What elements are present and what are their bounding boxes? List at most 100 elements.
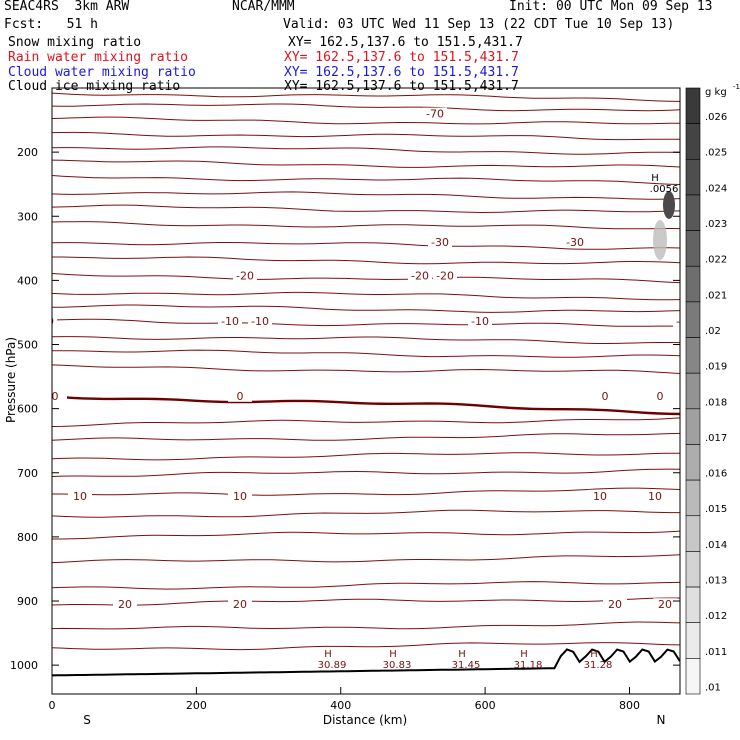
cloud-ice-high-symbol: H <box>651 173 659 184</box>
isotherm-label: -20 <box>436 269 454 282</box>
y-tick-label: 700 <box>17 467 38 480</box>
plot-frame <box>51 87 681 695</box>
isotherm-line <box>52 256 680 265</box>
header-center: NCAR/MMM <box>232 0 295 14</box>
isotherm-label: 10 <box>233 490 247 503</box>
isotherm-label: 10 <box>73 490 87 503</box>
colorbar-tick-label: .018 <box>705 397 727 408</box>
surface-high-symbol: H <box>520 649 528 660</box>
colorbar-swatch <box>685 408 701 445</box>
colorbar-tick-label: .019 <box>705 362 727 373</box>
isotherm-label: 10 <box>648 490 662 503</box>
colorbar-tick-label: .015 <box>705 504 727 515</box>
y-tick-label: 400 <box>17 274 38 287</box>
header-init: Init: 00 UTC Mon 09 Sep 13 <box>509 0 713 14</box>
colorbar-swatch <box>685 658 701 695</box>
field-name-rain: Rain water mixing ratio <box>8 50 189 65</box>
colorbar-swatch <box>685 444 701 481</box>
freezing-line <box>52 395 680 416</box>
isotherm-label: -70 <box>426 108 444 121</box>
colorbar-tick-label: .01 <box>705 682 721 693</box>
field-xy-cloudice: XY= 162.5,137.6 to 151.5,431.7 <box>284 79 519 94</box>
isotherm-line <box>52 468 680 477</box>
isotherm-line <box>52 530 680 540</box>
surface-high-value: 30.83 <box>383 660 412 671</box>
y-tick-label: 800 <box>17 531 38 544</box>
surface-high-symbol: H <box>590 649 598 660</box>
isotherm-line <box>52 581 680 590</box>
field-name-cloudice: Cloud ice mixing ratio <box>8 79 181 94</box>
isotherm-line <box>52 204 680 214</box>
colorbar-tick-label: .016 <box>705 469 727 480</box>
y-tick-label: 300 <box>17 210 38 223</box>
x-end-label-south: S <box>83 713 91 727</box>
colorbar-swatch <box>685 515 701 552</box>
terrain-surface <box>52 648 680 677</box>
isotherm-label: 20 <box>118 598 132 611</box>
x-end-label-north: N <box>657 713 666 727</box>
colorbar-tick-label: .023 <box>705 219 727 230</box>
colorbar-tick-label: .012 <box>705 611 727 622</box>
isotherm-line <box>52 487 680 496</box>
colorbar-tick-label: .017 <box>705 433 727 444</box>
isotherm-line <box>52 221 680 230</box>
colorbar-tick-label: .024 <box>705 183 727 194</box>
isotherm-label: 20 <box>608 598 622 611</box>
isotherm-label: -20 <box>236 269 254 282</box>
isotherm-line <box>52 621 680 630</box>
isotherm-label: -10 <box>471 315 489 328</box>
field-name-cloudwater: Cloud water mixing ratio <box>8 65 196 80</box>
surface-high-symbol: H <box>324 649 332 660</box>
surface-high-value: 30.89 <box>318 660 347 671</box>
cloud-ice-shade <box>653 220 667 260</box>
x-tick-label: 800 <box>619 699 640 712</box>
header-fcst: Fcst: 51 h <box>4 17 98 32</box>
header-project: SEAC4RS 3km ARW <box>4 0 130 14</box>
isotherm-line <box>52 432 680 441</box>
surface-high-symbol: H <box>458 649 466 660</box>
colorbar-tick-label: .021 <box>705 290 727 301</box>
isotherm-label: -10 <box>251 315 269 328</box>
isotherm-line <box>52 92 680 102</box>
y-tick-label: 500 <box>17 339 38 352</box>
cloud-ice-core <box>663 191 675 219</box>
isotherm-label: -30 <box>431 236 449 249</box>
isotherm-label: -30 <box>566 236 584 249</box>
colorbar-tick-label: .025 <box>705 148 727 159</box>
isotherm-label: -10 <box>676 315 694 328</box>
colorbar-swatch <box>685 265 701 303</box>
isotherm-line <box>52 642 680 651</box>
isotherm-line <box>52 116 680 125</box>
colorbar-swatch <box>685 622 701 659</box>
isotherm-line <box>52 318 680 327</box>
isotherm-line <box>52 131 680 141</box>
y-tick-label: 1000 <box>10 659 38 672</box>
x-tick-label: 600 <box>475 699 496 712</box>
isotherm-label: -20 <box>711 269 729 282</box>
isotherm-label: 20 <box>233 598 247 611</box>
x-axis-label: Distance (km) <box>323 713 407 727</box>
colorbar-unit: g kg <box>705 87 727 98</box>
header-valid: Valid: 03 UTC Wed 11 Sep 13 (22 CDT Tue … <box>283 17 675 32</box>
surface-high-value: 31.45 <box>452 660 481 671</box>
colorbar-swatch <box>685 123 701 160</box>
isotherm-line <box>52 597 680 606</box>
isotherm-label: -30 <box>706 236 724 249</box>
field-xy-snow: XY= 162.5,137.6 to 151.5,431.7 <box>288 35 523 50</box>
isotherm-line <box>52 159 680 168</box>
isotherm-line <box>52 146 680 155</box>
isotherm-line <box>52 291 680 301</box>
isotherm-label: 10 <box>18 490 32 503</box>
isotherm-label: -10 <box>221 315 239 328</box>
y-axis-label: Pressure (hPa) <box>4 337 18 423</box>
y-tick-label: 600 <box>17 403 38 416</box>
isotherm-label: -20 <box>411 269 429 282</box>
colorbar-unit-exponent: -1 <box>733 83 740 91</box>
cloud-ice-max-label: .0056 <box>650 184 679 195</box>
isotherm-line <box>52 554 680 564</box>
colorbar-swatch <box>685 337 701 374</box>
isotherm-line <box>52 175 680 185</box>
colorbar-swatch <box>685 586 701 624</box>
isotherm-label: 20 <box>658 598 672 611</box>
